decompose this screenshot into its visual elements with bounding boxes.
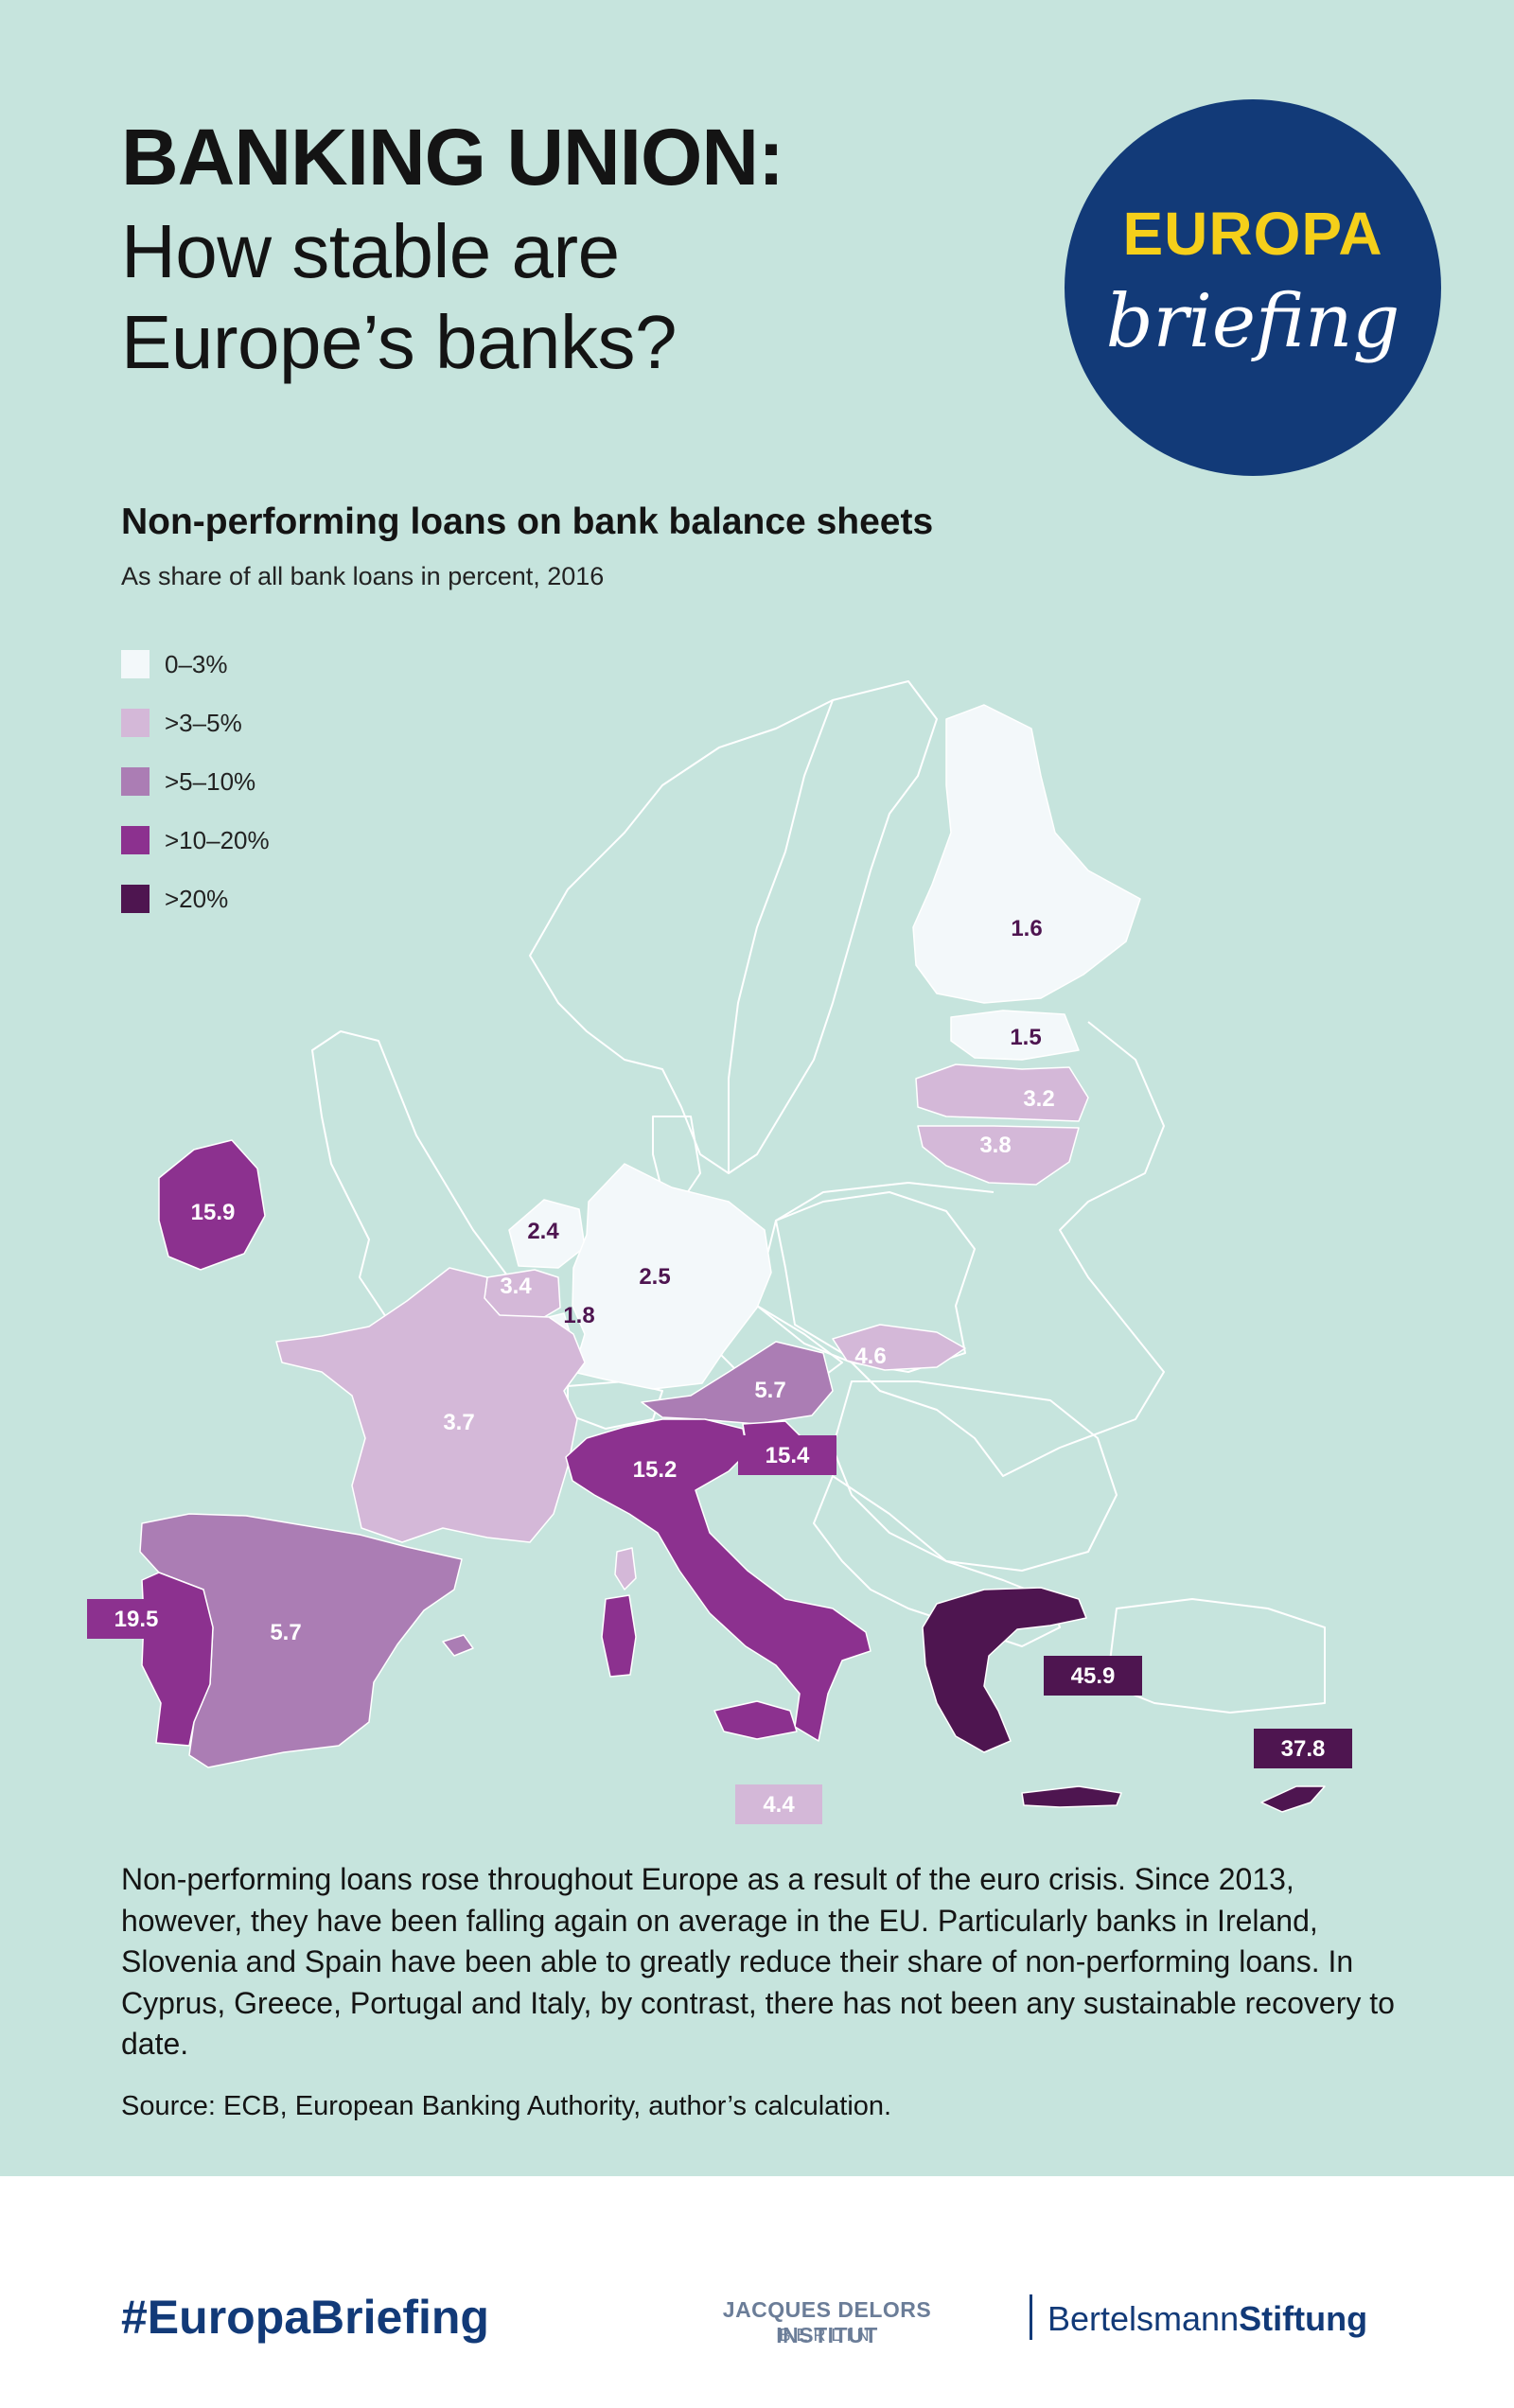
estonia-value-label: 1.5 [1010,1025,1041,1050]
legend-label: 0–3% [165,649,228,678]
cyprus-shape [1260,1785,1326,1813]
greece-value-label: 45.9 [1071,1663,1116,1689]
legend-label: >20% [165,884,229,913]
headline-line-3: Europe’s banks? [121,300,678,384]
hungary-romania-outline [832,1380,1118,1572]
logo-briefing-text: briefing [1105,279,1400,364]
legend-item: 0–3% [121,649,228,679]
bertelsmann-stiftung-logo: BertelsmannStiftung [1047,2299,1367,2339]
balearic-islands-shape [442,1634,474,1657]
italy-value-label: 15.2 [633,1457,678,1483]
europe-map: 1.6 1.5 3.2 3.8 15.9 2.4 3.4 1.8 2.5 4.6… [87,680,1352,1824]
bs-bold: Stiftung [1239,2299,1368,2338]
source-note: Source: ECB, European Banking Authority,… [121,2091,892,2121]
lithuania-value-label: 3.8 [979,1133,1011,1158]
greece-label-box [1044,1656,1142,1696]
logo-divider [1030,2294,1032,2340]
legend-item: >20% [121,884,228,914]
legend-label: >3–5% [165,708,242,737]
legend-item: >5–10% [121,766,255,797]
netherlands-value-label: 2.4 [527,1219,559,1244]
finland-shape [912,704,1141,1004]
russia-belarus-ukraine-outline [775,1021,1165,1477]
germany-shape [572,1163,772,1390]
slovenia-label-box [738,1435,836,1475]
france-value-label: 3.7 [443,1410,474,1435]
jdi-name: JACQUES DELORS INSTITUT [722,2297,932,2347]
spain-value-label: 5.7 [270,1620,301,1645]
slovenia-value-label: 15.4 [766,1443,810,1468]
italy-shape [565,1418,871,1742]
legend-swatch [121,709,150,737]
sicily-shape [713,1700,798,1740]
bs-regular: Bertelsmann [1047,2299,1240,2338]
belgium-value-label: 3.4 [500,1274,532,1299]
malta-label-box [735,1784,822,1824]
cyprus-label-box [1254,1729,1352,1768]
euro-area-countries [139,704,1326,1813]
cyprus-value-label: 37.8 [1281,1736,1326,1762]
slovakia-value-label: 4.6 [854,1344,886,1369]
germany-value-label: 2.5 [639,1264,670,1290]
ireland-shape [158,1139,266,1271]
sweden-border [728,699,834,1173]
legend-label: >10–20% [165,825,270,854]
europa-briefing-logo: EUROPA briefing [1065,99,1441,476]
headline-line-2: How stable are [121,209,620,293]
body-paragraph: Non-performing loans rose throughout Eur… [121,1862,1395,2062]
legend-swatch [121,650,150,678]
background-land-outlines [311,680,1326,1714]
greece-shape [922,1587,1087,1753]
france-shape [275,1267,586,1543]
headline-question: How stable are Europe’s banks? [121,206,678,388]
malta-value-label: 4.4 [763,1792,795,1818]
slovakia-shape [832,1324,966,1371]
balkans-outline [813,1475,1061,1647]
legend-item: >10–20% [121,825,270,855]
portugal-value-label: 19.5 [114,1607,159,1632]
portugal-label-box [87,1599,185,1639]
legend-item: >3–5% [121,708,242,738]
map-title: Non-performing loans on bank balance she… [121,501,934,542]
ireland-value-label: 15.9 [191,1200,236,1225]
sardinia-shape [601,1594,637,1678]
crete-shape [1021,1785,1122,1808]
legend-label: >5–10% [165,766,256,796]
latvia-value-label: 3.2 [1023,1086,1054,1112]
estonia-shape [950,1010,1080,1061]
finland-value-label: 1.6 [1011,916,1042,941]
legend-swatch [121,885,150,913]
jdi-city: BERLIN [779,2326,875,2345]
logo-europa-text: EUROPA [1122,200,1383,268]
legend-swatch [121,826,150,854]
headline-bold: BANKING UNION: [121,113,784,202]
hashtag: #EuropaBriefing [121,2291,489,2344]
latvia-shape [915,1063,1089,1122]
luxembourg-value-label: 1.8 [563,1303,594,1328]
legend-swatch [121,767,150,796]
lithuania-shape [917,1125,1080,1186]
scandinavia-outline [529,680,938,1174]
austria-value-label: 5.7 [754,1378,785,1403]
corsica-shape [614,1547,637,1591]
map-subtitle: As share of all bank loans in percent, 2… [121,562,605,590]
